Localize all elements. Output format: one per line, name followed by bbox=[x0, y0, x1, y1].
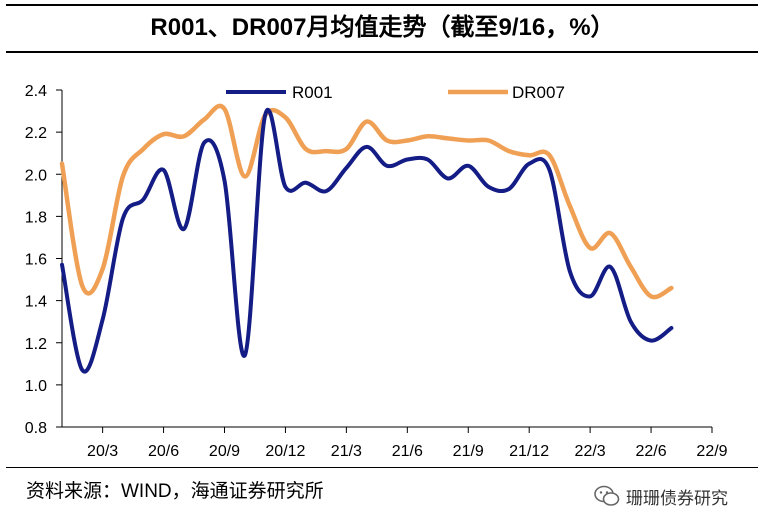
y-tick-label: 1.8 bbox=[25, 209, 47, 226]
x-tick-label: 21/9 bbox=[453, 443, 484, 460]
top-rule bbox=[6, 4, 758, 6]
data-point-r001 bbox=[649, 339, 653, 343]
data-point-dr007 bbox=[304, 147, 308, 151]
data-point-dr007 bbox=[202, 117, 206, 121]
data-point-r001 bbox=[80, 368, 84, 372]
data-point-r001 bbox=[182, 227, 186, 231]
data-point-r001 bbox=[365, 145, 369, 149]
data-point-r001 bbox=[466, 164, 470, 168]
y-tick-label: 1.0 bbox=[25, 378, 47, 395]
series-line-r001 bbox=[60, 108, 674, 374]
data-point-dr007 bbox=[446, 136, 450, 140]
data-point-r001 bbox=[385, 164, 389, 168]
legend-label-r001: R001 bbox=[292, 83, 333, 102]
data-point-dr007 bbox=[588, 246, 592, 250]
data-point-dr007 bbox=[527, 153, 531, 157]
data-point-dr007 bbox=[385, 139, 389, 143]
data-point-dr007 bbox=[649, 294, 653, 298]
data-point-dr007 bbox=[182, 134, 186, 138]
title-rule bbox=[6, 51, 758, 53]
footer-rule bbox=[6, 467, 758, 468]
data-point-r001 bbox=[60, 263, 64, 267]
data-point-dr007 bbox=[466, 139, 470, 143]
data-point-dr007 bbox=[121, 174, 125, 178]
data-point-dr007 bbox=[487, 139, 491, 143]
data-point-dr007 bbox=[141, 147, 145, 151]
data-point-dr007 bbox=[568, 204, 572, 208]
x-tick-label: 22/3 bbox=[575, 443, 606, 460]
data-point-dr007 bbox=[162, 132, 166, 136]
data-point-r001 bbox=[202, 141, 206, 145]
data-point-r001 bbox=[669, 326, 673, 330]
data-point-dr007 bbox=[243, 174, 247, 178]
data-point-dr007 bbox=[548, 153, 552, 157]
legend: R001 DR007 bbox=[226, 83, 565, 102]
data-point-dr007 bbox=[223, 107, 227, 111]
data-point-dr007 bbox=[365, 120, 369, 124]
data-point-r001 bbox=[141, 198, 145, 202]
data-point-r001 bbox=[588, 294, 592, 298]
x-tick-label: 21/6 bbox=[392, 443, 423, 460]
data-point-r001 bbox=[608, 265, 612, 269]
data-point-r001 bbox=[263, 113, 267, 117]
y-axis: 2.4 2.2 2.0 1.8 1.6 1.4 1.2 1.0 0.8 bbox=[25, 83, 63, 437]
data-point-dr007 bbox=[669, 286, 673, 290]
x-tick-label: 20/6 bbox=[148, 443, 179, 460]
data-point-r001 bbox=[405, 158, 409, 162]
data-point-r001 bbox=[283, 185, 287, 189]
data-point-dr007 bbox=[60, 162, 64, 166]
legend-label-dr007: DR007 bbox=[512, 83, 565, 102]
data-point-r001 bbox=[548, 168, 552, 172]
data-point-dr007 bbox=[283, 115, 287, 119]
source-note: 资料来源：WIND，海通证券研究所 bbox=[26, 481, 324, 502]
x-tick-label: 21/12 bbox=[509, 443, 549, 460]
y-tick-label: 2.0 bbox=[25, 167, 47, 184]
x-axis: 20/3 20/6 20/9 20/12 21/3 21/6 21/9 21/12 22/3 22… bbox=[62, 426, 728, 460]
y-tick-label: 0.8 bbox=[25, 420, 47, 437]
data-point-dr007 bbox=[629, 265, 633, 269]
data-point-dr007 bbox=[426, 134, 430, 138]
data-point-r001 bbox=[304, 181, 308, 185]
series-line-dr007 bbox=[59, 103, 674, 300]
x-tick-label: 20/12 bbox=[265, 443, 305, 460]
data-point-dr007 bbox=[324, 149, 328, 153]
wechat-icon bbox=[594, 485, 620, 506]
data-point-r001 bbox=[527, 162, 531, 166]
data-point-r001 bbox=[568, 269, 572, 273]
data-point-r001 bbox=[446, 176, 450, 180]
data-point-r001 bbox=[223, 179, 227, 183]
y-tick-label: 1.4 bbox=[25, 294, 47, 311]
y-tick-label: 1.6 bbox=[25, 252, 47, 269]
x-tick-label: 20/3 bbox=[87, 443, 118, 460]
data-point-dr007 bbox=[344, 147, 348, 151]
data-point-r001 bbox=[101, 318, 105, 322]
data-point-r001 bbox=[324, 189, 328, 193]
data-point-r001 bbox=[426, 158, 430, 162]
data-point-r001 bbox=[243, 353, 247, 357]
x-tick-label: 21/3 bbox=[331, 443, 362, 460]
x-tick-label: 22/9 bbox=[696, 443, 727, 460]
data-point-r001 bbox=[121, 216, 125, 220]
x-tick-label: 20/9 bbox=[209, 443, 240, 460]
x-tick-label: 22/6 bbox=[635, 443, 666, 460]
data-point-dr007 bbox=[608, 231, 612, 235]
y-tick-label: 2.4 bbox=[25, 83, 47, 100]
y-tick-label: 2.2 bbox=[25, 125, 47, 142]
brand-watermark: 珊珊债券研究 bbox=[594, 482, 728, 510]
data-point-r001 bbox=[507, 187, 511, 191]
data-point-dr007 bbox=[101, 267, 105, 271]
data-point-r001 bbox=[487, 185, 491, 189]
brand-name: 珊珊债券研究 bbox=[626, 488, 728, 508]
data-point-dr007 bbox=[80, 284, 84, 288]
data-point-dr007 bbox=[405, 139, 409, 143]
data-point-r001 bbox=[629, 320, 633, 324]
data-point-dr007 bbox=[507, 149, 511, 153]
data-point-r001 bbox=[344, 166, 348, 170]
data-point-r001 bbox=[162, 168, 166, 172]
chart-title: R001、DR007月均值走势（截至9/16，%） bbox=[150, 14, 615, 41]
series-layer bbox=[59, 103, 674, 374]
y-tick-label: 1.2 bbox=[25, 336, 47, 353]
